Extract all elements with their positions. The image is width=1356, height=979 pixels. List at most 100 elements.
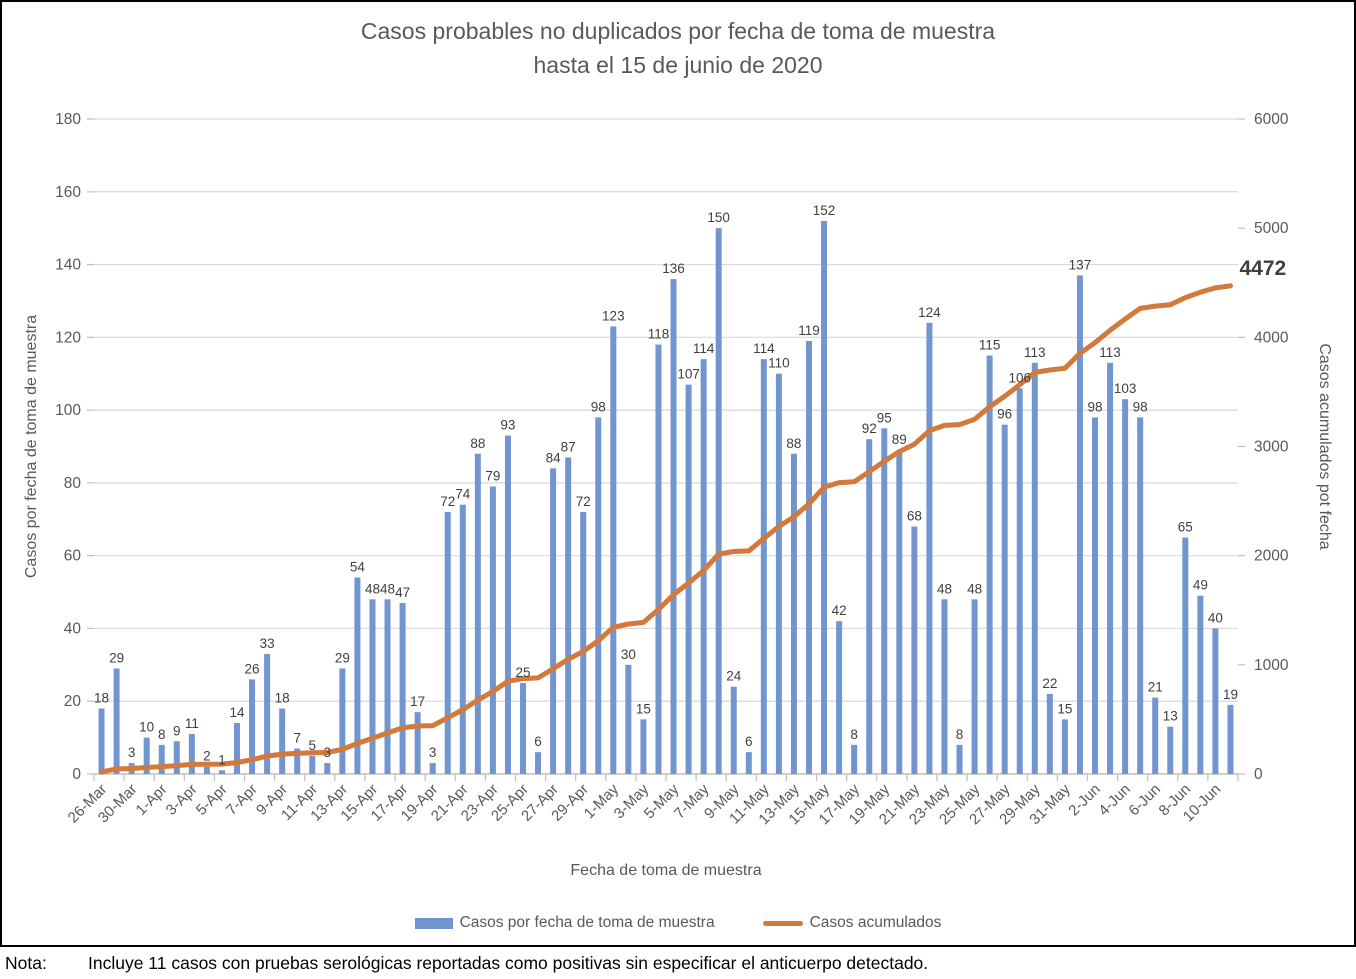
bar [98,708,105,774]
svg-text:21: 21 [1148,680,1163,695]
svg-text:30: 30 [621,647,636,662]
svg-text:0: 0 [1254,766,1263,783]
svg-text:6000: 6000 [1254,111,1289,128]
svg-text:11: 11 [185,716,199,731]
legend-bar-swatch-icon [414,917,453,929]
svg-text:6: 6 [534,734,542,749]
bar [264,653,271,774]
svg-text:3-Apr: 3-Apr [163,781,201,819]
legend-bar-label: Casos por fecha de toma de muestra [459,914,715,931]
bar [369,599,376,774]
svg-text:118: 118 [648,327,670,342]
svg-text:8: 8 [956,727,964,742]
svg-text:29: 29 [335,650,350,665]
svg-text:88: 88 [786,436,801,451]
right-axis-tick-labels: 0 1000 2000 3000 4000 5000 6000 [1254,111,1289,783]
svg-text:1-Apr: 1-Apr [133,781,171,819]
svg-text:40: 40 [1208,610,1223,625]
svg-text:74: 74 [455,487,471,502]
x-axis-title: Fecha de toma de muestra [570,862,762,879]
line-end-value-label: 4472 [1239,257,1286,280]
bar [941,599,948,774]
bar [1016,388,1023,774]
svg-text:9: 9 [173,723,181,738]
bar [1046,693,1053,774]
svg-text:65: 65 [1178,519,1193,534]
footnote: Nota: Incluye 11 casos con pruebas serol… [0,948,1356,979]
bar [956,744,963,774]
left-axis-tick-labels: 0 20 40 60 80 100 120 140 160 180 [55,111,81,783]
svg-text:114: 114 [753,341,775,356]
bar [279,708,286,774]
bar [971,599,978,774]
axis-ticks [87,118,1245,781]
bar [670,279,677,774]
legend: Casos por fecha de toma de muestra Casos… [2,914,1354,932]
svg-text:49: 49 [1193,578,1208,593]
bar [535,752,542,774]
svg-text:3: 3 [128,745,136,760]
svg-text:89: 89 [892,432,907,447]
svg-text:19: 19 [1223,687,1238,702]
bar [730,686,737,774]
svg-text:4000: 4000 [1254,329,1289,346]
x-axis-tick-labels: 26-Mar30-Mar1-Apr3-Apr5-Apr7-Apr9-Apr11-… [65,780,1225,828]
svg-text:48: 48 [967,581,982,596]
bar [640,719,647,774]
svg-text:5000: 5000 [1254,220,1289,237]
chart-frame: Casos probables no duplicados por fecha … [0,0,1356,947]
left-axis-title: Casos por fecha de toma de muestra [23,315,40,578]
svg-text:98: 98 [591,399,606,414]
bar [1227,704,1234,774]
svg-text:42: 42 [832,603,847,618]
footnote-text: Incluye 11 casos con pruebas serológicas… [88,953,929,973]
bar [836,621,843,774]
svg-text:25: 25 [515,665,530,680]
svg-text:72: 72 [576,494,591,509]
svg-text:114: 114 [693,341,715,356]
bar [504,435,511,774]
bar [1212,628,1219,774]
bar [173,741,180,774]
svg-text:87: 87 [561,439,576,454]
bar [1137,417,1144,774]
svg-text:137: 137 [1069,257,1092,272]
bar [459,504,466,774]
svg-text:5: 5 [309,738,317,753]
bar [911,526,918,774]
bar [655,344,662,774]
svg-text:72: 72 [440,494,455,509]
svg-text:2000: 2000 [1254,548,1289,565]
svg-text:95: 95 [877,410,892,425]
bar [806,340,812,774]
bar [775,373,782,774]
svg-text:14: 14 [229,705,245,720]
svg-text:47: 47 [395,585,410,600]
svg-text:113: 113 [1024,345,1046,360]
bar [399,602,406,774]
svg-text:103: 103 [1114,381,1137,396]
svg-text:100: 100 [55,402,81,419]
svg-text:0: 0 [72,766,81,783]
svg-text:93: 93 [500,418,515,433]
bar [745,752,752,774]
bar [1092,417,1098,774]
svg-text:115: 115 [979,338,1001,353]
svg-text:140: 140 [55,257,81,274]
svg-text:24: 24 [726,669,742,684]
svg-text:160: 160 [55,184,81,201]
svg-text:29: 29 [109,650,124,665]
svg-text:3000: 3000 [1254,439,1289,456]
legend-item-bars: Casos por fecha de toma de muestra [414,914,715,932]
svg-text:17: 17 [410,694,425,709]
svg-text:26: 26 [245,661,260,676]
chart-title: Casos probables no duplicados por fecha … [2,14,1354,82]
bar [1197,595,1204,774]
svg-text:48: 48 [380,581,395,596]
chart-title-line2: hasta el 15 de junio de 2020 [533,52,823,78]
legend-line-swatch-icon [762,920,803,926]
bar [444,512,451,774]
bar [685,384,692,774]
bars-series [98,220,1234,774]
